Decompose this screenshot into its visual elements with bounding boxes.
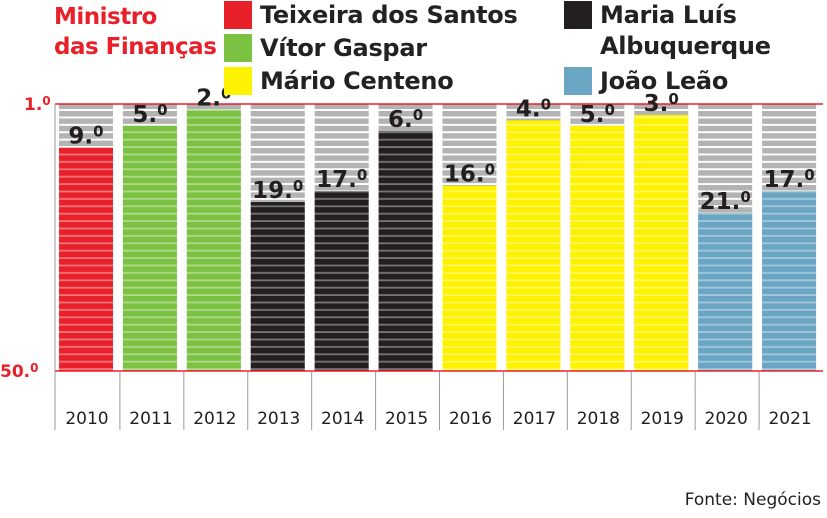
legend-title: Ministro das Finanças (54, 2, 217, 62)
bar-stripe-overlay (506, 120, 561, 371)
legend-title-line2: das Finanças (54, 34, 217, 60)
value-label: 9.0 (68, 123, 103, 150)
legend-item-vitor-gaspar: Vítor Gaspar (224, 33, 427, 64)
legend-label: Maria Luís Albuquerque (600, 0, 771, 62)
legend-label: Vítor Gaspar (260, 34, 427, 62)
x-tick-label: 2021 (768, 409, 811, 429)
legend-title-line1: Ministro (54, 4, 157, 30)
legend-swatch-black (564, 1, 592, 29)
x-tick-label: 2010 (65, 409, 108, 429)
value-label: 3.0 (644, 90, 679, 117)
source-note: Fonte: Negócios (684, 490, 821, 510)
legend-swatch-blue (564, 67, 592, 95)
legend-swatch-red (224, 1, 252, 29)
legend-swatch-yellow (224, 67, 252, 95)
value-label: 19.0 (252, 177, 303, 204)
bar-stripe-overlay (122, 125, 177, 371)
value-label: 17.0 (316, 166, 367, 193)
x-tick-label: 2012 (193, 409, 236, 429)
bar-stripe-overlay (59, 147, 113, 371)
bar-stripe-overlay (442, 185, 497, 371)
x-tick-label: 2014 (321, 409, 364, 429)
legend-item-maria-luis-albuquerque: Maria Luís Albuquerque (564, 0, 771, 62)
value-label: 5.0 (132, 101, 167, 128)
legend-label-line1: Maria Luís (600, 1, 737, 29)
x-tick-label: 2020 (705, 409, 748, 429)
x-tick-label: 2015 (385, 409, 428, 429)
bar-stripe-overlay (250, 202, 305, 371)
x-tick-label: 2019 (641, 409, 684, 429)
x-tick-label: 2017 (513, 409, 556, 429)
x-tick-label: 2013 (257, 409, 300, 429)
x-tick-label: 2011 (129, 409, 172, 429)
legend-label: Teixeira dos Santos (260, 1, 518, 29)
legend-swatch-green (224, 34, 252, 62)
legend-item-mario-centeno: Mário Centeno (224, 66, 454, 97)
bar-stripe-overlay (314, 191, 369, 371)
legend-label: Mário Centeno (260, 67, 454, 95)
value-label: 4.0 (516, 95, 551, 122)
value-label: 16.0 (444, 161, 495, 188)
legend-item-joao-leao: João Leão (564, 66, 728, 97)
bar-stripe-overlay (762, 191, 817, 371)
bar-stripe-overlay (378, 131, 433, 371)
legend-label-line2: Albuquerque (600, 32, 771, 60)
bar-stripe-overlay (698, 212, 753, 371)
legend-item-teixeira-dos-santos: Teixeira dos Santos (224, 0, 518, 31)
value-label: 17.0 (763, 166, 814, 193)
bar-stripe-overlay (186, 109, 241, 372)
legend-label: João Leão (600, 67, 729, 95)
bar-stripe-overlay (570, 125, 625, 371)
y-tick-label: 1.0 (24, 94, 51, 115)
value-label: 6.0 (388, 106, 423, 133)
labels-layer: 9.020105.020112.0201219.0201317.020146.0… (0, 84, 815, 429)
value-label: 5.0 (580, 101, 615, 128)
value-label: 21.0 (700, 188, 751, 215)
x-tick-label: 2018 (577, 409, 620, 429)
x-tick-label: 2016 (449, 409, 492, 429)
bars-layer (59, 104, 817, 372)
bar-stripe-overlay (634, 114, 689, 372)
axis-layer (54, 103, 823, 430)
y-tick-label: 50.0 (0, 361, 38, 382)
